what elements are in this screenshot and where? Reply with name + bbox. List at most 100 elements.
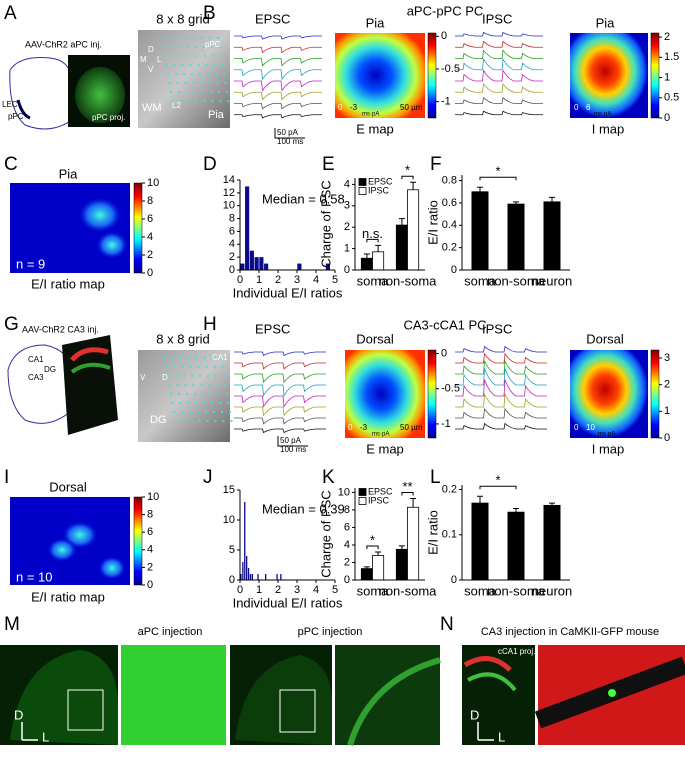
grid-dot [211, 99, 214, 103]
grid-dot [182, 419, 185, 423]
grid-dot [193, 392, 197, 396]
y-tick-label: 0.2 [442, 242, 457, 254]
x-tick-label: non-soma [379, 583, 438, 598]
colorbar-tick-label: 0 [664, 432, 670, 444]
axis [239, 490, 335, 581]
colorbar-tick-label: -1 [441, 418, 451, 430]
error-bar [398, 545, 405, 550]
heatmap [78, 197, 122, 233]
map-caption: I map [592, 441, 625, 456]
map-caption: E map [366, 441, 404, 456]
grid-dot [184, 81, 187, 85]
grid-dot [176, 36, 180, 40]
region-label: CA1 [28, 355, 44, 364]
map-title: Pia [596, 15, 616, 30]
grid-dot [211, 401, 214, 405]
significance-bracket [366, 545, 379, 549]
colorbar-tick-label: 0.5 [664, 92, 679, 104]
significance-label: * [370, 532, 375, 547]
panel-label: J [203, 467, 213, 488]
axis [354, 488, 425, 581]
caption: 8 x 8 grid [156, 331, 209, 346]
sample-size: n = 9 [16, 256, 45, 271]
region-label: pPC [205, 40, 221, 49]
caption: pPC injection [298, 626, 363, 638]
histogram-bar [249, 250, 254, 270]
grid-dot [206, 72, 210, 76]
trace [234, 417, 326, 425]
inset-box [279, 689, 316, 733]
trace [234, 91, 322, 101]
x-axis-label: Individual E/I ratios [233, 595, 343, 610]
panel-label: H [203, 314, 217, 335]
micrograph [121, 645, 226, 745]
grid-dot [220, 410, 224, 414]
panel-label: I [4, 467, 9, 488]
grid-dot [195, 99, 198, 103]
heatmap [570, 33, 648, 118]
x-tick-label: non-soma [487, 273, 546, 288]
histogram-bar [276, 574, 278, 580]
grid-dot [198, 72, 202, 76]
grid-dot [190, 374, 194, 378]
y-tick-label: 0 [451, 264, 457, 276]
grid-dot [193, 90, 197, 94]
grid-dot [208, 36, 212, 40]
trace [234, 406, 326, 417]
legend-label: IPSC [368, 495, 390, 505]
grid-dot [195, 54, 199, 58]
grid-dot [187, 401, 190, 405]
axis-label: D [162, 373, 168, 382]
grid-dot [200, 81, 203, 85]
significance-bracket [479, 176, 517, 181]
region-label: CA1 [212, 353, 228, 362]
y-tick-label: 14 [223, 174, 235, 186]
grid-dot [200, 36, 204, 40]
bar [471, 502, 489, 581]
grid-dot [209, 392, 213, 396]
error-bar [549, 196, 555, 202]
panel-label: N [440, 614, 454, 635]
grid-dot [197, 63, 200, 67]
caption: CA3 injection in CaMKII-GFP mouse [481, 626, 659, 638]
panel-title: CA3-cCA1 PC [403, 317, 486, 332]
grid-dot [171, 54, 175, 58]
grid-dot [162, 45, 165, 49]
grid-dot [206, 419, 209, 423]
histogram-bar [265, 574, 267, 580]
grid-dot [165, 63, 168, 67]
grid-dot [181, 63, 184, 67]
trace-title: IPSC [482, 321, 512, 336]
colorbar-tick-label: 3 [664, 352, 670, 364]
panel-label: G [4, 314, 19, 335]
y-tick-label: 4 [229, 238, 235, 250]
grid-dot [160, 36, 164, 40]
caption: AAV-ChR2 aPC inj. [25, 39, 102, 49]
error-bar [513, 201, 519, 205]
axis-label: L [42, 729, 49, 744]
y-tick-label: 0 [229, 264, 235, 276]
region-label: Pia [208, 109, 225, 121]
scale-bar-label: 100 ms [277, 137, 303, 146]
axis-label: D [14, 707, 23, 722]
y-tick-label: 8 [229, 212, 235, 224]
panel-label: F [430, 154, 442, 175]
map-range: 10 [586, 423, 595, 432]
colorbar-tick-label: 4 [147, 231, 153, 243]
y-tick-label: 3 [344, 200, 350, 212]
grid-dot [225, 90, 229, 94]
map-unit: ms·pA [598, 432, 615, 438]
grid-dot [163, 356, 167, 360]
grid-dot [224, 81, 227, 85]
bar [543, 504, 561, 581]
grid-dot [228, 410, 232, 414]
region-label: L2 [172, 101, 181, 110]
grid-dot [176, 81, 179, 85]
histogram-bar [240, 574, 242, 580]
micrograph [335, 645, 440, 745]
trace [455, 49, 543, 59]
grid-dot [171, 99, 174, 103]
grid-dot [210, 45, 213, 49]
grid-dot [179, 54, 183, 58]
